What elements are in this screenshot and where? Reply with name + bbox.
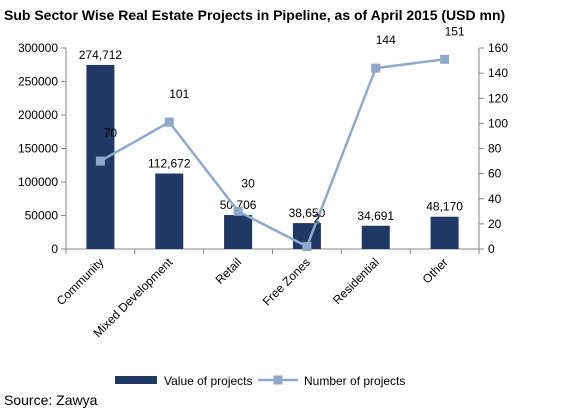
right-axis-tick-label: 100: [488, 116, 508, 130]
line-data-label: 30: [241, 176, 255, 190]
marker-number-of-projects: [440, 54, 450, 64]
bar-data-label: 48,170: [426, 200, 463, 214]
left-axis-tick-label: 150000: [18, 142, 58, 156]
legend-swatch-value-of-projects: [115, 376, 157, 384]
marker-number-of-projects: [95, 156, 105, 166]
line-data-label: 2: [314, 211, 321, 225]
x-axis-tick-label: Community: [54, 255, 107, 308]
plot-area: 0 50000 100000 150000 200000 250000 300000 0 20 4…: [18, 24, 508, 340]
marker-number-of-projects: [164, 117, 174, 127]
x-axis-tick-label: Free Zones: [260, 255, 313, 308]
x-axis-tick-label: Other: [420, 255, 451, 286]
right-axis-tick-label: 60: [488, 167, 502, 181]
bar-value-of-projects: [155, 173, 184, 249]
left-axis-tick-label: 50000: [25, 209, 59, 223]
line-data-label: 101: [169, 87, 189, 101]
bar-data-label: 34,691: [357, 209, 394, 223]
bar-data-label: 274,712: [79, 48, 123, 62]
bar-data-label: 38,650: [289, 206, 326, 220]
right-axis-tick-label: 20: [488, 217, 502, 231]
line-data-label: 70: [104, 126, 118, 140]
x-axis-tick-label: Residential: [330, 255, 382, 307]
left-axis-tick-label: 0: [51, 242, 58, 256]
chart-title: Sub Sector Wise Real Estate Projects in …: [4, 7, 505, 23]
bar-value-of-projects: [430, 216, 459, 249]
left-axis-tick-label: 200000: [18, 108, 58, 122]
right-axis-tick-label: 40: [488, 192, 502, 206]
legend-marker-number-of-projects: [273, 375, 283, 385]
legend-label-value-of-projects: Value of projects: [164, 374, 253, 388]
right-axis-tick-label: 140: [488, 66, 508, 80]
line-number-of-projects: [99, 58, 445, 249]
left-axis-tick-label: 100000: [18, 175, 58, 189]
right-axis-tick-label: 160: [488, 41, 508, 55]
legend-label-number-of-projects: Number of projects: [304, 374, 405, 388]
x-axis-tick-label: Retail: [213, 255, 245, 287]
marker-number-of-projects: [302, 241, 312, 251]
bar-value-of-projects: [361, 225, 390, 249]
right-axis-tick-label: 80: [488, 142, 502, 156]
bar-data-label: 112,672: [148, 157, 191, 171]
left-axis-tick-label: 250000: [18, 75, 58, 89]
marker-number-of-projects: [233, 206, 243, 216]
left-axis-tick-label: 300000: [18, 41, 58, 55]
right-axis-tick-label: 0: [488, 242, 495, 256]
marker-number-of-projects: [371, 63, 381, 73]
source-note: Source: Zawya: [4, 392, 98, 408]
bar-value-of-projects: [224, 215, 253, 249]
legend: Value of projects Number of projects: [115, 374, 405, 388]
line-data-label: 144: [376, 33, 396, 47]
right-axis-tick-label: 120: [488, 91, 508, 105]
line-data-label: 151: [445, 24, 465, 38]
